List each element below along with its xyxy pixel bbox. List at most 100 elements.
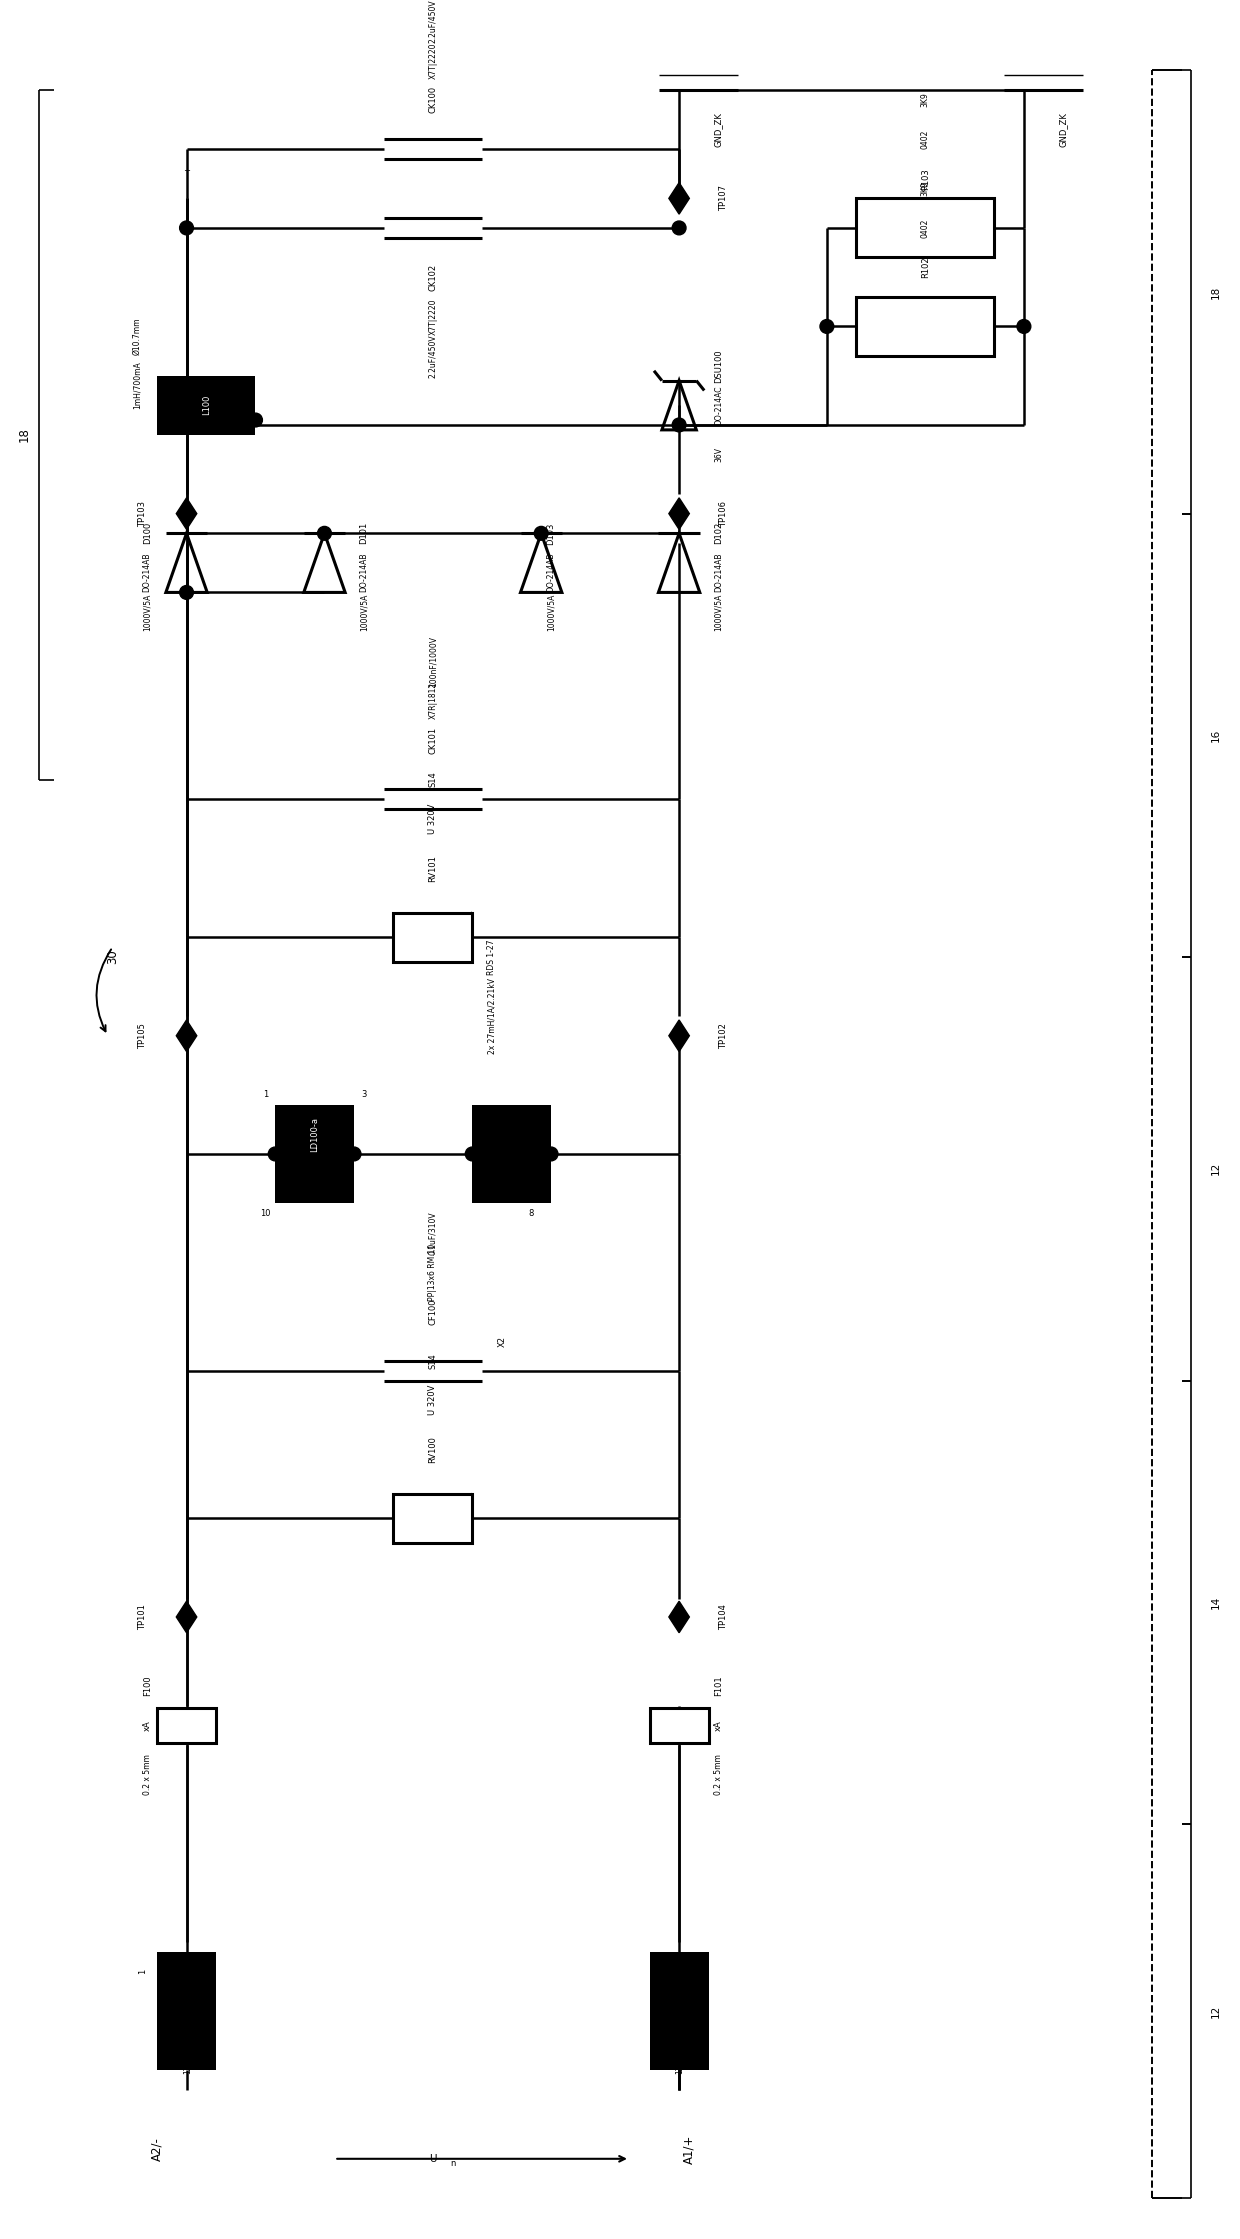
Text: XST100-a: XST100-a — [182, 1961, 191, 2002]
Circle shape — [248, 414, 263, 428]
Circle shape — [317, 526, 331, 540]
Text: DO-214AB: DO-214AB — [547, 553, 556, 593]
Circle shape — [465, 1146, 479, 1160]
Text: 10: 10 — [260, 1209, 270, 1218]
Text: TP105: TP105 — [138, 1023, 146, 1048]
Circle shape — [180, 419, 193, 432]
Text: D101: D101 — [360, 522, 368, 544]
Text: D100: D100 — [143, 522, 151, 544]
Text: CF100: CF100 — [428, 1299, 438, 1325]
Circle shape — [534, 526, 548, 540]
Text: 1mH/700mA: 1mH/700mA — [133, 363, 141, 410]
Text: 36V: 36V — [714, 448, 723, 461]
Text: 14: 14 — [1211, 1596, 1221, 1610]
Polygon shape — [668, 1601, 689, 1632]
Text: CK102: CK102 — [428, 264, 438, 291]
Text: xA: xA — [714, 1720, 723, 1731]
Text: 100nF/1000V: 100nF/1000V — [428, 636, 438, 687]
Text: TP102: TP102 — [719, 1023, 728, 1048]
Text: 12: 12 — [1211, 1162, 1221, 1175]
Text: XST100-b: XST100-b — [675, 1961, 683, 2002]
Circle shape — [820, 320, 833, 334]
Polygon shape — [176, 1021, 197, 1052]
Text: S14: S14 — [428, 772, 438, 788]
Text: DO-214AB: DO-214AB — [714, 553, 723, 593]
Text: R102: R102 — [921, 257, 930, 278]
Text: DO-214AB: DO-214AB — [143, 553, 151, 593]
Text: 12: 12 — [1211, 2004, 1221, 2017]
Text: 1000V/5A: 1000V/5A — [360, 593, 368, 631]
Circle shape — [180, 222, 193, 235]
Text: 1Z_3S_2K: 1Z_3S_2K — [182, 2037, 191, 2073]
Text: 0402: 0402 — [921, 217, 930, 237]
Text: X2: X2 — [497, 1337, 506, 1346]
Text: U: U — [429, 2154, 436, 2163]
Text: T: T — [184, 170, 188, 179]
Text: TP101: TP101 — [138, 1603, 146, 1630]
Polygon shape — [176, 497, 197, 528]
Bar — [857, 298, 994, 356]
Bar — [857, 199, 994, 257]
Bar — [393, 914, 472, 963]
Text: A2/-: A2/- — [150, 2136, 164, 2161]
Text: D103: D103 — [547, 522, 556, 544]
Circle shape — [544, 1146, 558, 1160]
Polygon shape — [668, 184, 689, 215]
Text: Ø10.7mm: Ø10.7mm — [133, 318, 141, 356]
Polygon shape — [668, 1021, 689, 1052]
Text: PP|13x6 RM.10: PP|13x6 RM.10 — [428, 1243, 438, 1301]
Text: RM5.08: RM5.08 — [675, 2006, 683, 2037]
Polygon shape — [668, 497, 689, 528]
Text: RV101: RV101 — [428, 855, 438, 882]
Text: 16: 16 — [1211, 728, 1221, 741]
Text: DSU100: DSU100 — [714, 349, 723, 383]
Text: LD100-a: LD100-a — [310, 1117, 319, 1151]
Circle shape — [1017, 320, 1030, 334]
Text: 1Z_3S_2K: 1Z_3S_2K — [675, 2037, 683, 2073]
Text: DO-214AC: DO-214AC — [714, 385, 723, 425]
Text: TP106: TP106 — [719, 502, 728, 526]
Bar — [393, 1493, 472, 1543]
Text: CK100: CK100 — [428, 87, 438, 114]
Circle shape — [672, 419, 686, 432]
Text: DO-214AB: DO-214AB — [360, 553, 368, 593]
Text: RM5.08: RM5.08 — [182, 2006, 191, 2037]
Bar — [157, 376, 255, 434]
Text: 1: 1 — [138, 1968, 146, 1975]
Bar — [157, 1952, 216, 2071]
Circle shape — [672, 222, 686, 235]
Circle shape — [180, 587, 193, 600]
Text: 1000V/5A: 1000V/5A — [714, 593, 723, 631]
Text: U 320V: U 320V — [428, 804, 438, 835]
Text: 3K9: 3K9 — [921, 92, 930, 107]
Text: X7R|1812: X7R|1812 — [428, 683, 438, 719]
Text: 0.1uF/310V: 0.1uF/310V — [428, 1211, 438, 1254]
Bar — [472, 1104, 551, 1202]
Text: L100: L100 — [202, 394, 211, 416]
Text: 18: 18 — [1211, 284, 1221, 298]
Text: 1000V/5A: 1000V/5A — [143, 593, 151, 631]
Text: F101: F101 — [714, 1675, 723, 1697]
Text: RV100: RV100 — [428, 1435, 438, 1462]
Text: D102: D102 — [714, 522, 723, 544]
Text: TP104: TP104 — [719, 1603, 728, 1630]
Text: 1: 1 — [263, 1090, 268, 1099]
Text: xA: xA — [143, 1720, 151, 1731]
Bar — [157, 1708, 216, 1742]
Text: 3K9: 3K9 — [921, 181, 930, 195]
Text: F100: F100 — [143, 1675, 151, 1697]
Text: S14: S14 — [428, 1352, 438, 1368]
Text: 2x 27mH/1A/2.21kV: 2x 27mH/1A/2.21kV — [487, 978, 496, 1055]
Text: TP107: TP107 — [719, 186, 728, 210]
Text: R103: R103 — [921, 168, 930, 190]
Bar — [650, 1708, 709, 1742]
Text: 2.2uF/450V: 2.2uF/450V — [428, 0, 438, 43]
Polygon shape — [176, 1601, 197, 1632]
Text: 0402: 0402 — [921, 130, 930, 150]
Text: RDS 1-27: RDS 1-27 — [487, 938, 496, 974]
Text: 8: 8 — [528, 1209, 534, 1218]
Text: 0.2 x 5mm: 0.2 x 5mm — [714, 1753, 723, 1796]
Circle shape — [347, 1146, 361, 1160]
Text: GND_ZK: GND_ZK — [714, 112, 723, 148]
Text: 18: 18 — [17, 428, 31, 443]
